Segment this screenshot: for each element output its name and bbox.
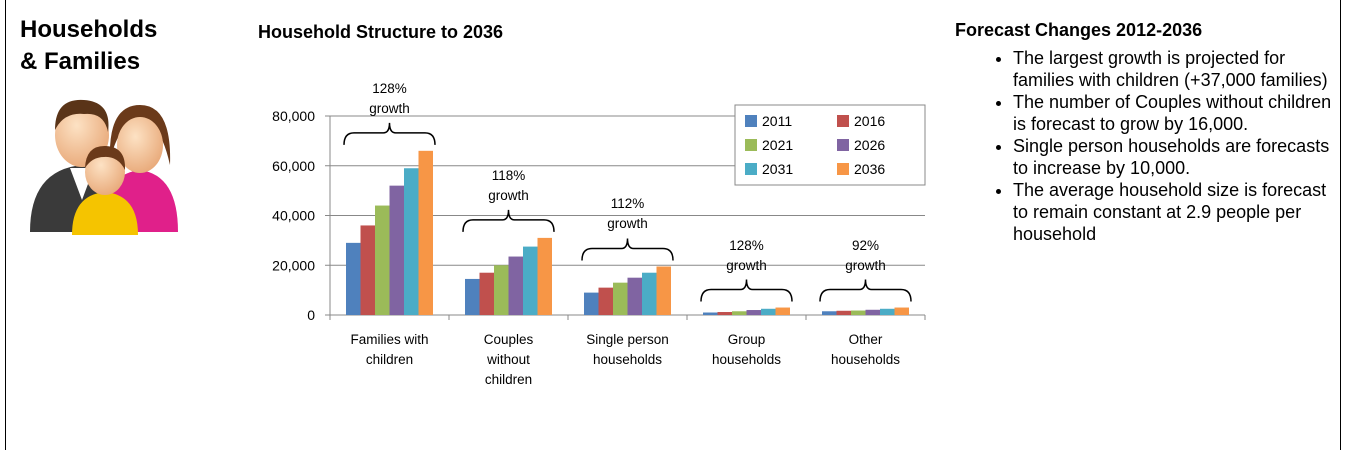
y-tick-label: 60,000: [272, 158, 315, 174]
bar: [375, 205, 390, 315]
bullet-list: The largest growth is projected for fami…: [955, 47, 1335, 245]
growth-annotation: 128% growth: [726, 237, 767, 273]
legend-swatch: [837, 115, 849, 127]
family-icon: [30, 99, 178, 235]
bar: [775, 307, 790, 315]
bullet: The largest growth is projected for fami…: [1013, 47, 1335, 91]
bar: [404, 168, 419, 315]
growth-annotation: 112% growth: [607, 196, 648, 232]
bar: [746, 310, 761, 315]
bar: [537, 237, 552, 315]
panel-title: Forecast Changes 2012-2036: [955, 20, 1203, 40]
legend-swatch: [837, 163, 849, 175]
bar: [418, 150, 433, 315]
x-tick-label: Single person households: [586, 332, 669, 367]
y-tick-label: 20,000: [272, 257, 315, 273]
bar: [523, 246, 538, 315]
legend-label: 2016: [854, 113, 885, 129]
x-tick-label: Other households: [830, 332, 901, 367]
bar: [851, 310, 866, 315]
legend-label: 2021: [762, 137, 793, 153]
bar: [360, 225, 375, 315]
bar: [880, 308, 895, 315]
bullet: Single person households are forecasts t…: [1013, 135, 1335, 179]
bar: [494, 265, 509, 315]
growth-bracket: [819, 279, 912, 302]
bar: [627, 277, 642, 315]
x-tick-label: Group households: [711, 332, 782, 367]
x-tick-label: Families with children: [350, 332, 429, 367]
bar: [865, 309, 880, 315]
growth-annotation: 118% growth: [488, 167, 529, 203]
bar: [822, 311, 837, 315]
bar: [613, 282, 628, 315]
bar: [584, 292, 599, 315]
legend-label: 2036: [854, 161, 885, 177]
legend-box: [734, 104, 926, 186]
y-tick-label: 0: [307, 307, 315, 323]
bar: [346, 242, 361, 315]
legend-swatch: [745, 163, 757, 175]
bar: [598, 287, 613, 315]
legend: 2011 2016 2021 2026 2031 2036: [734, 104, 926, 186]
growth-annotation: 92% growth: [845, 237, 886, 273]
bar: [836, 310, 851, 315]
growth-bracket: [462, 209, 555, 232]
legend-label: 2031: [762, 161, 793, 177]
bar: [894, 307, 909, 315]
x-tick-label: Couples without children: [483, 332, 534, 387]
growth-annotation: 128% growth: [369, 80, 410, 116]
forecast-panel: Forecast Changes 2012-2036 The largest g…: [955, 20, 1335, 245]
bar: [761, 308, 776, 315]
legend-label: 2011: [762, 113, 792, 129]
legend-swatch: [745, 115, 757, 127]
chart-title: Household Structure to 2036: [258, 22, 504, 42]
growth-bracket: [343, 122, 436, 145]
bullet: The number of Couples without children i…: [1013, 91, 1335, 135]
bar: [717, 312, 732, 315]
section-title: Households & Families: [20, 16, 158, 75]
bar: [656, 266, 671, 315]
legend-swatch: [745, 139, 757, 151]
bar: [703, 312, 718, 315]
bar: [508, 256, 523, 315]
bar: [389, 185, 404, 315]
y-tick-label: 40,000: [272, 208, 315, 224]
bar: [479, 272, 494, 315]
bar: [732, 311, 747, 315]
bar: [642, 272, 657, 315]
legend-swatch: [837, 139, 849, 151]
growth-bracket: [581, 238, 674, 261]
growth-bracket: [700, 279, 793, 302]
legend-label: 2026: [854, 137, 885, 153]
bullet: The average household size is forecast t…: [1013, 179, 1335, 245]
y-tick-label: 80,000: [272, 108, 315, 124]
bar: [465, 278, 480, 315]
